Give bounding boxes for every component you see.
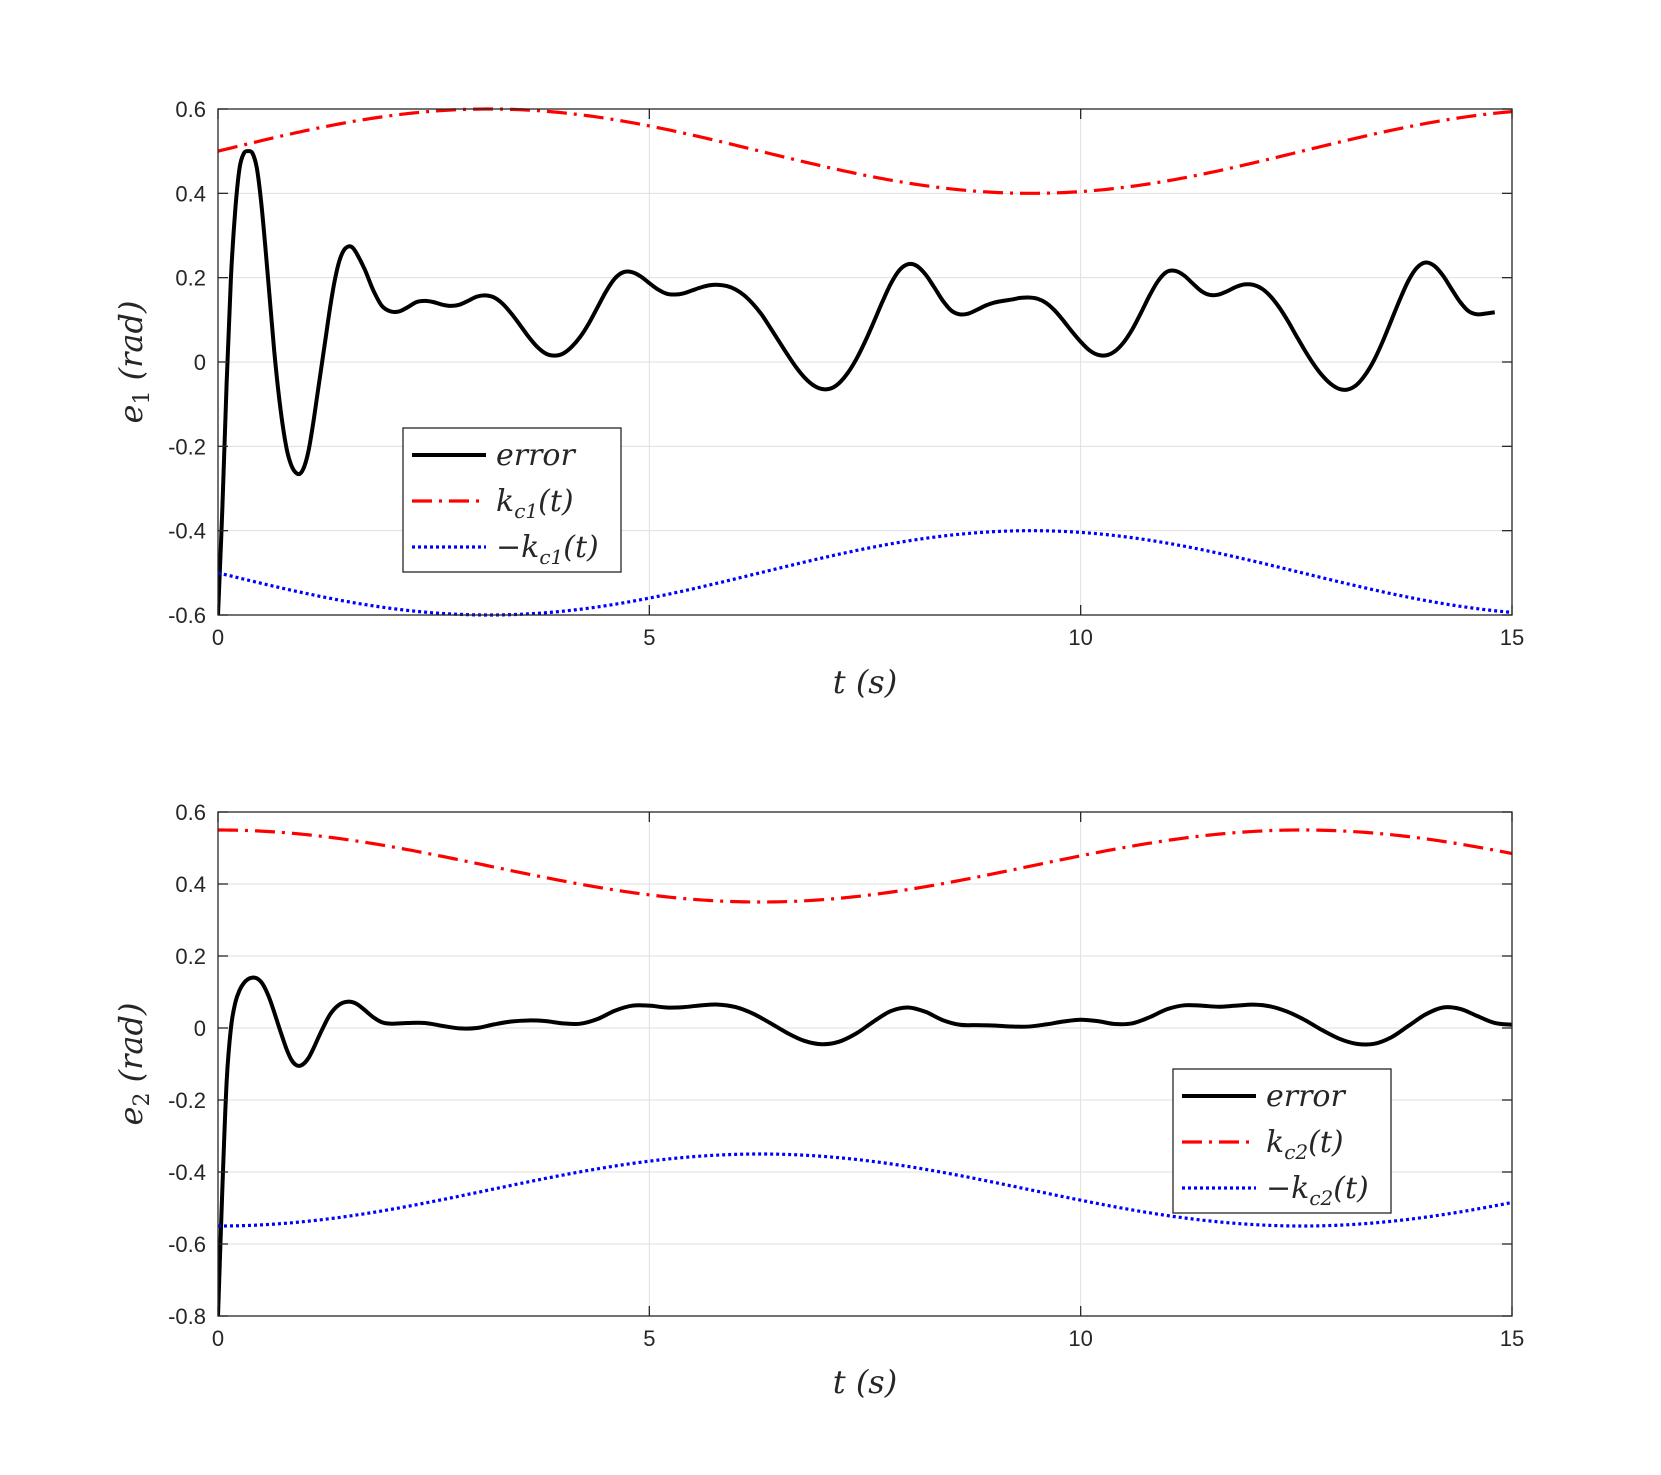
- y-tick-label: 0.4: [175, 872, 206, 897]
- y-tick-label: 0.6: [175, 800, 206, 825]
- x-tick-label: 15: [1500, 625, 1524, 650]
- y-tick-label: -0.6: [168, 603, 206, 628]
- x-tick-label: 0: [212, 625, 224, 650]
- y-tick-label: -0.8: [168, 1304, 206, 1329]
- y-tick-label: -0.4: [168, 519, 206, 544]
- series-group: [218, 828, 1512, 1317]
- y-tick-label: -0.2: [168, 434, 206, 459]
- y-tick-label: 0.4: [175, 181, 206, 206]
- y-axis-subscript: 2: [130, 1093, 155, 1107]
- series-error-line: [218, 149, 1496, 616]
- y-tick-label: -0.2: [168, 1088, 206, 1113]
- legend-label-2: kc2(t): [1266, 1125, 1344, 1164]
- x-axis-variable: t: [833, 663, 856, 701]
- legend-label-2: kc1(t): [496, 484, 574, 523]
- y-axis-subscript: 1: [130, 391, 155, 405]
- legend-tail: (t): [538, 484, 573, 519]
- x-axis-unit: (s): [856, 1363, 897, 1401]
- y-axis-variable: e: [112, 1107, 150, 1126]
- legend-subscript: c1: [539, 545, 563, 569]
- legend-main: k: [1266, 1125, 1284, 1160]
- series-group: [218, 107, 1512, 617]
- legend-tail: (t): [1333, 1171, 1368, 1206]
- x-axis-label: t (s): [833, 1363, 897, 1401]
- series-k-c1-line: [218, 107, 1512, 195]
- x-axis-label: t (s): [833, 663, 897, 701]
- y-axis-variable: e: [112, 405, 150, 424]
- y-axis-unit: (rad): [112, 1003, 150, 1093]
- y-tick-label: 0: [194, 1016, 206, 1041]
- chart-2: 0 5 10 15 -0.8 -0.6 -0.4 -0.2 0 0.2 0.4 0.6 t (s) e2 …: [112, 800, 1524, 1401]
- y-axis-label: e2 (rad): [112, 1003, 155, 1126]
- x-tick-label: 0: [212, 1326, 224, 1351]
- series--k-c1-line: [218, 529, 1512, 617]
- legend-label-1: error: [1266, 1079, 1346, 1114]
- x-axis-variable: t: [833, 1363, 856, 1401]
- axes-box: [217, 811, 1513, 1317]
- legend-tail: (t): [1308, 1125, 1343, 1160]
- y-tick-label: -0.4: [168, 1160, 206, 1185]
- legend-main: k: [1291, 1171, 1309, 1206]
- x-tick-label: 10: [1068, 1326, 1092, 1351]
- legend-subscript: c1: [514, 499, 538, 523]
- legend-subscript: c2: [1309, 1186, 1333, 1210]
- y-axis-label: e1 (rad): [112, 301, 155, 424]
- legend-minus: −: [1266, 1171, 1291, 1206]
- series--k-c2-line: [218, 1152, 1512, 1228]
- y-tick-label: 0.2: [175, 266, 206, 291]
- legend-text: error: [496, 438, 576, 473]
- legend-label-3: −kc2(t): [1266, 1171, 1369, 1210]
- x-axis-unit: (s): [856, 663, 897, 701]
- legend-label-1: error: [496, 438, 576, 473]
- y-tick-label: -0.6: [168, 1232, 206, 1257]
- legend-subscript: c2: [1284, 1140, 1308, 1164]
- legend-main: k: [496, 484, 514, 519]
- x-tick-label: 5: [643, 625, 655, 650]
- series-k-c2-line: [218, 828, 1512, 904]
- y-tick-label: 0.2: [175, 944, 206, 969]
- series-error-line: [218, 975, 1512, 1317]
- legend-label-3: −kc1(t): [496, 530, 599, 569]
- legend-text: error: [1266, 1079, 1346, 1114]
- chart-1: 0 5 10 15 -0.6 -0.4 -0.2 0 0.2 0.4 0.6 t (s) e1 (rad…: [112, 97, 1524, 701]
- legend-minus: −: [496, 530, 521, 565]
- x-tick-label: 5: [643, 1326, 655, 1351]
- legend-main: k: [521, 530, 539, 565]
- legend-tail: (t): [563, 530, 598, 565]
- y-tick-label: 0.6: [175, 97, 206, 122]
- x-tick-label: 15: [1500, 1326, 1524, 1351]
- x-tick-label: 10: [1068, 625, 1092, 650]
- y-tick-label: 0: [194, 350, 206, 375]
- y-axis-unit: (rad): [112, 301, 150, 391]
